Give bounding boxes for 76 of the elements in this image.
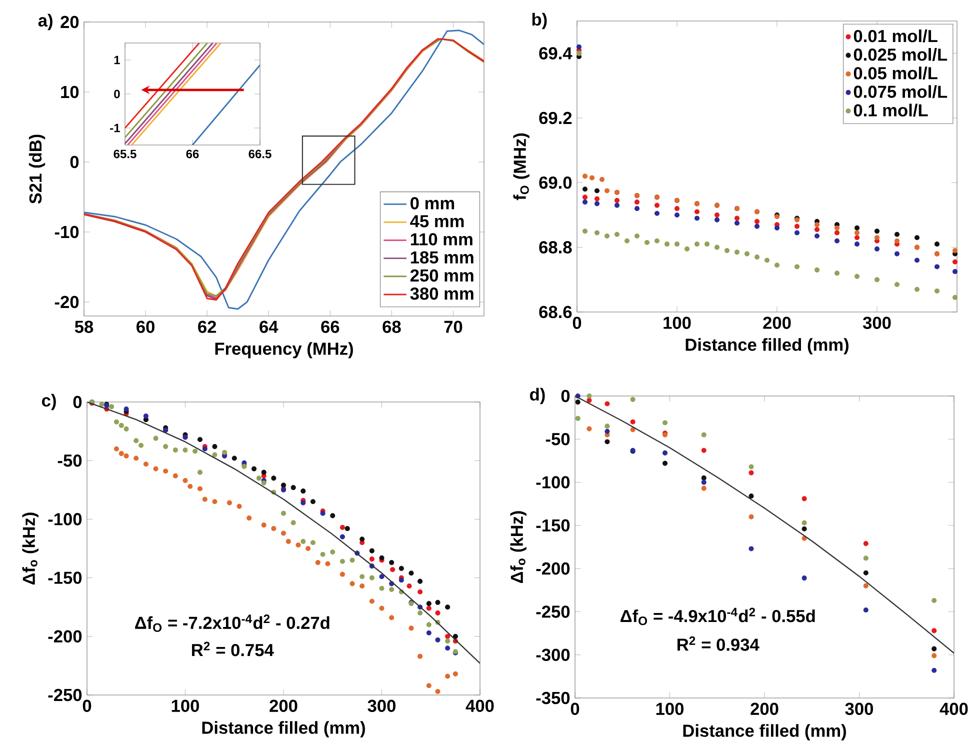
legend-label: 0 mm: [410, 197, 454, 210]
legend-label: 380 mm: [410, 287, 474, 300]
y-axis-title: Δf$_{o}$ (kHz): [510, 511, 526, 584]
x-tick-label: 58: [74, 320, 94, 333]
x-tick-label: 200: [763, 316, 791, 329]
y-tick-label: 69.4: [539, 47, 572, 60]
chart-title: b): [532, 12, 547, 30]
x-tick-label: 64: [260, 320, 278, 333]
annotation: R$^{2}$ = 0.754: [192, 642, 274, 656]
x-tick-label: 300: [862, 316, 891, 329]
x-axis-title: Distance filled (mm): [202, 721, 365, 738]
y-tick-label: -1: [110, 124, 120, 132]
y-tick-label: -100: [48, 513, 82, 526]
x-tick-label: 100: [172, 700, 199, 712]
y-axis-title: S21 (dB): [28, 134, 46, 204]
y-tick-label: 68.6: [539, 306, 572, 318]
legend-label: 0.075 mol/L: [854, 85, 948, 98]
x-tick-label: 68: [382, 320, 401, 333]
y-tick-label: 20: [60, 16, 79, 28]
y-tick-label: -250: [536, 606, 570, 618]
x-tick-label: 66: [321, 320, 340, 333]
legend-label: 110 mm: [410, 233, 472, 246]
x-tick-label: 70: [444, 320, 462, 333]
x-tick-label: 0: [82, 700, 92, 712]
x-tick-label: 400: [466, 700, 494, 712]
x-tick-label: 60: [136, 320, 154, 333]
y-tick-label: -100: [536, 476, 570, 488]
annotation: R$^{2}$ = 0.934: [678, 636, 760, 651]
legend-label: 0.1 mol/L: [854, 104, 928, 117]
x-tick-label: 66: [186, 150, 199, 158]
y-tick-label: 0: [114, 90, 120, 98]
x-tick-label: 0: [572, 316, 582, 329]
y-tick-label: -350: [536, 692, 570, 704]
y-tick-label: -150: [536, 519, 570, 532]
x-axis-title: Distance filled (mm): [686, 338, 848, 354]
y-axis-title: f$_{O}$ (MHz): [513, 133, 530, 200]
x-tick-label: 300: [368, 700, 396, 712]
y-tick-label: 69.2: [539, 112, 572, 124]
x-axis-title: Distance filled (mm): [683, 724, 846, 740]
y-tick-label: -150: [48, 572, 82, 584]
y-tick-label: -10: [54, 226, 79, 238]
y-tick-label: 10: [61, 86, 79, 98]
y-tick-label: -20: [54, 296, 79, 308]
x-tick-label: 200: [750, 702, 778, 715]
legend-label: 185 mm: [410, 251, 474, 264]
y-tick-label: -200: [536, 562, 570, 575]
x-axis-title: Frequency (MHz): [215, 342, 353, 358]
annotation: Δf$_{O}$ = -4.9x10$^{-4}$d$^{2}$ - 0.55d: [620, 608, 815, 626]
y-tick-label: 68.8: [539, 241, 572, 254]
x-tick-label: 62: [198, 320, 216, 333]
legend-label: 0.05 mol/L: [854, 66, 938, 80]
x-tick-label: 300: [845, 702, 874, 715]
x-tick-label: 200: [270, 700, 298, 712]
y-tick-label: -50: [546, 433, 570, 446]
legend-label: 250 mm: [410, 269, 474, 282]
legend-label: 0.01 mol/L: [854, 29, 938, 42]
chart-title: c): [42, 394, 56, 410]
chart-title: a): [38, 14, 52, 30]
chart-title: d): [530, 388, 545, 404]
legend-label: 45 mm: [410, 215, 464, 228]
legend-label: 0.025 mol/L: [854, 48, 948, 61]
y-tick-label: 0: [73, 396, 82, 408]
y-tick-label: 69.0: [539, 176, 572, 189]
y-tick-label: -50: [58, 454, 82, 467]
y-tick-label: -250: [48, 688, 82, 702]
annotation: Δf$_{O}$ = -7.2x10$^{-4}$d$^{2}$ - 0.27d: [135, 614, 330, 632]
x-tick-label: 100: [656, 702, 684, 715]
y-tick-label: -300: [536, 648, 570, 661]
y-tick-label: 1: [114, 56, 120, 64]
x-tick-label: 65.5: [114, 150, 136, 158]
y-tick-label: 0: [561, 390, 570, 402]
x-tick-label: 400: [940, 702, 968, 715]
x-tick-label: 66.5: [248, 150, 272, 158]
y-tick-label: -200: [48, 630, 82, 643]
x-tick-label: 100: [664, 316, 691, 329]
y-axis-title: Δf$_{o}$ (kHz): [22, 512, 38, 585]
